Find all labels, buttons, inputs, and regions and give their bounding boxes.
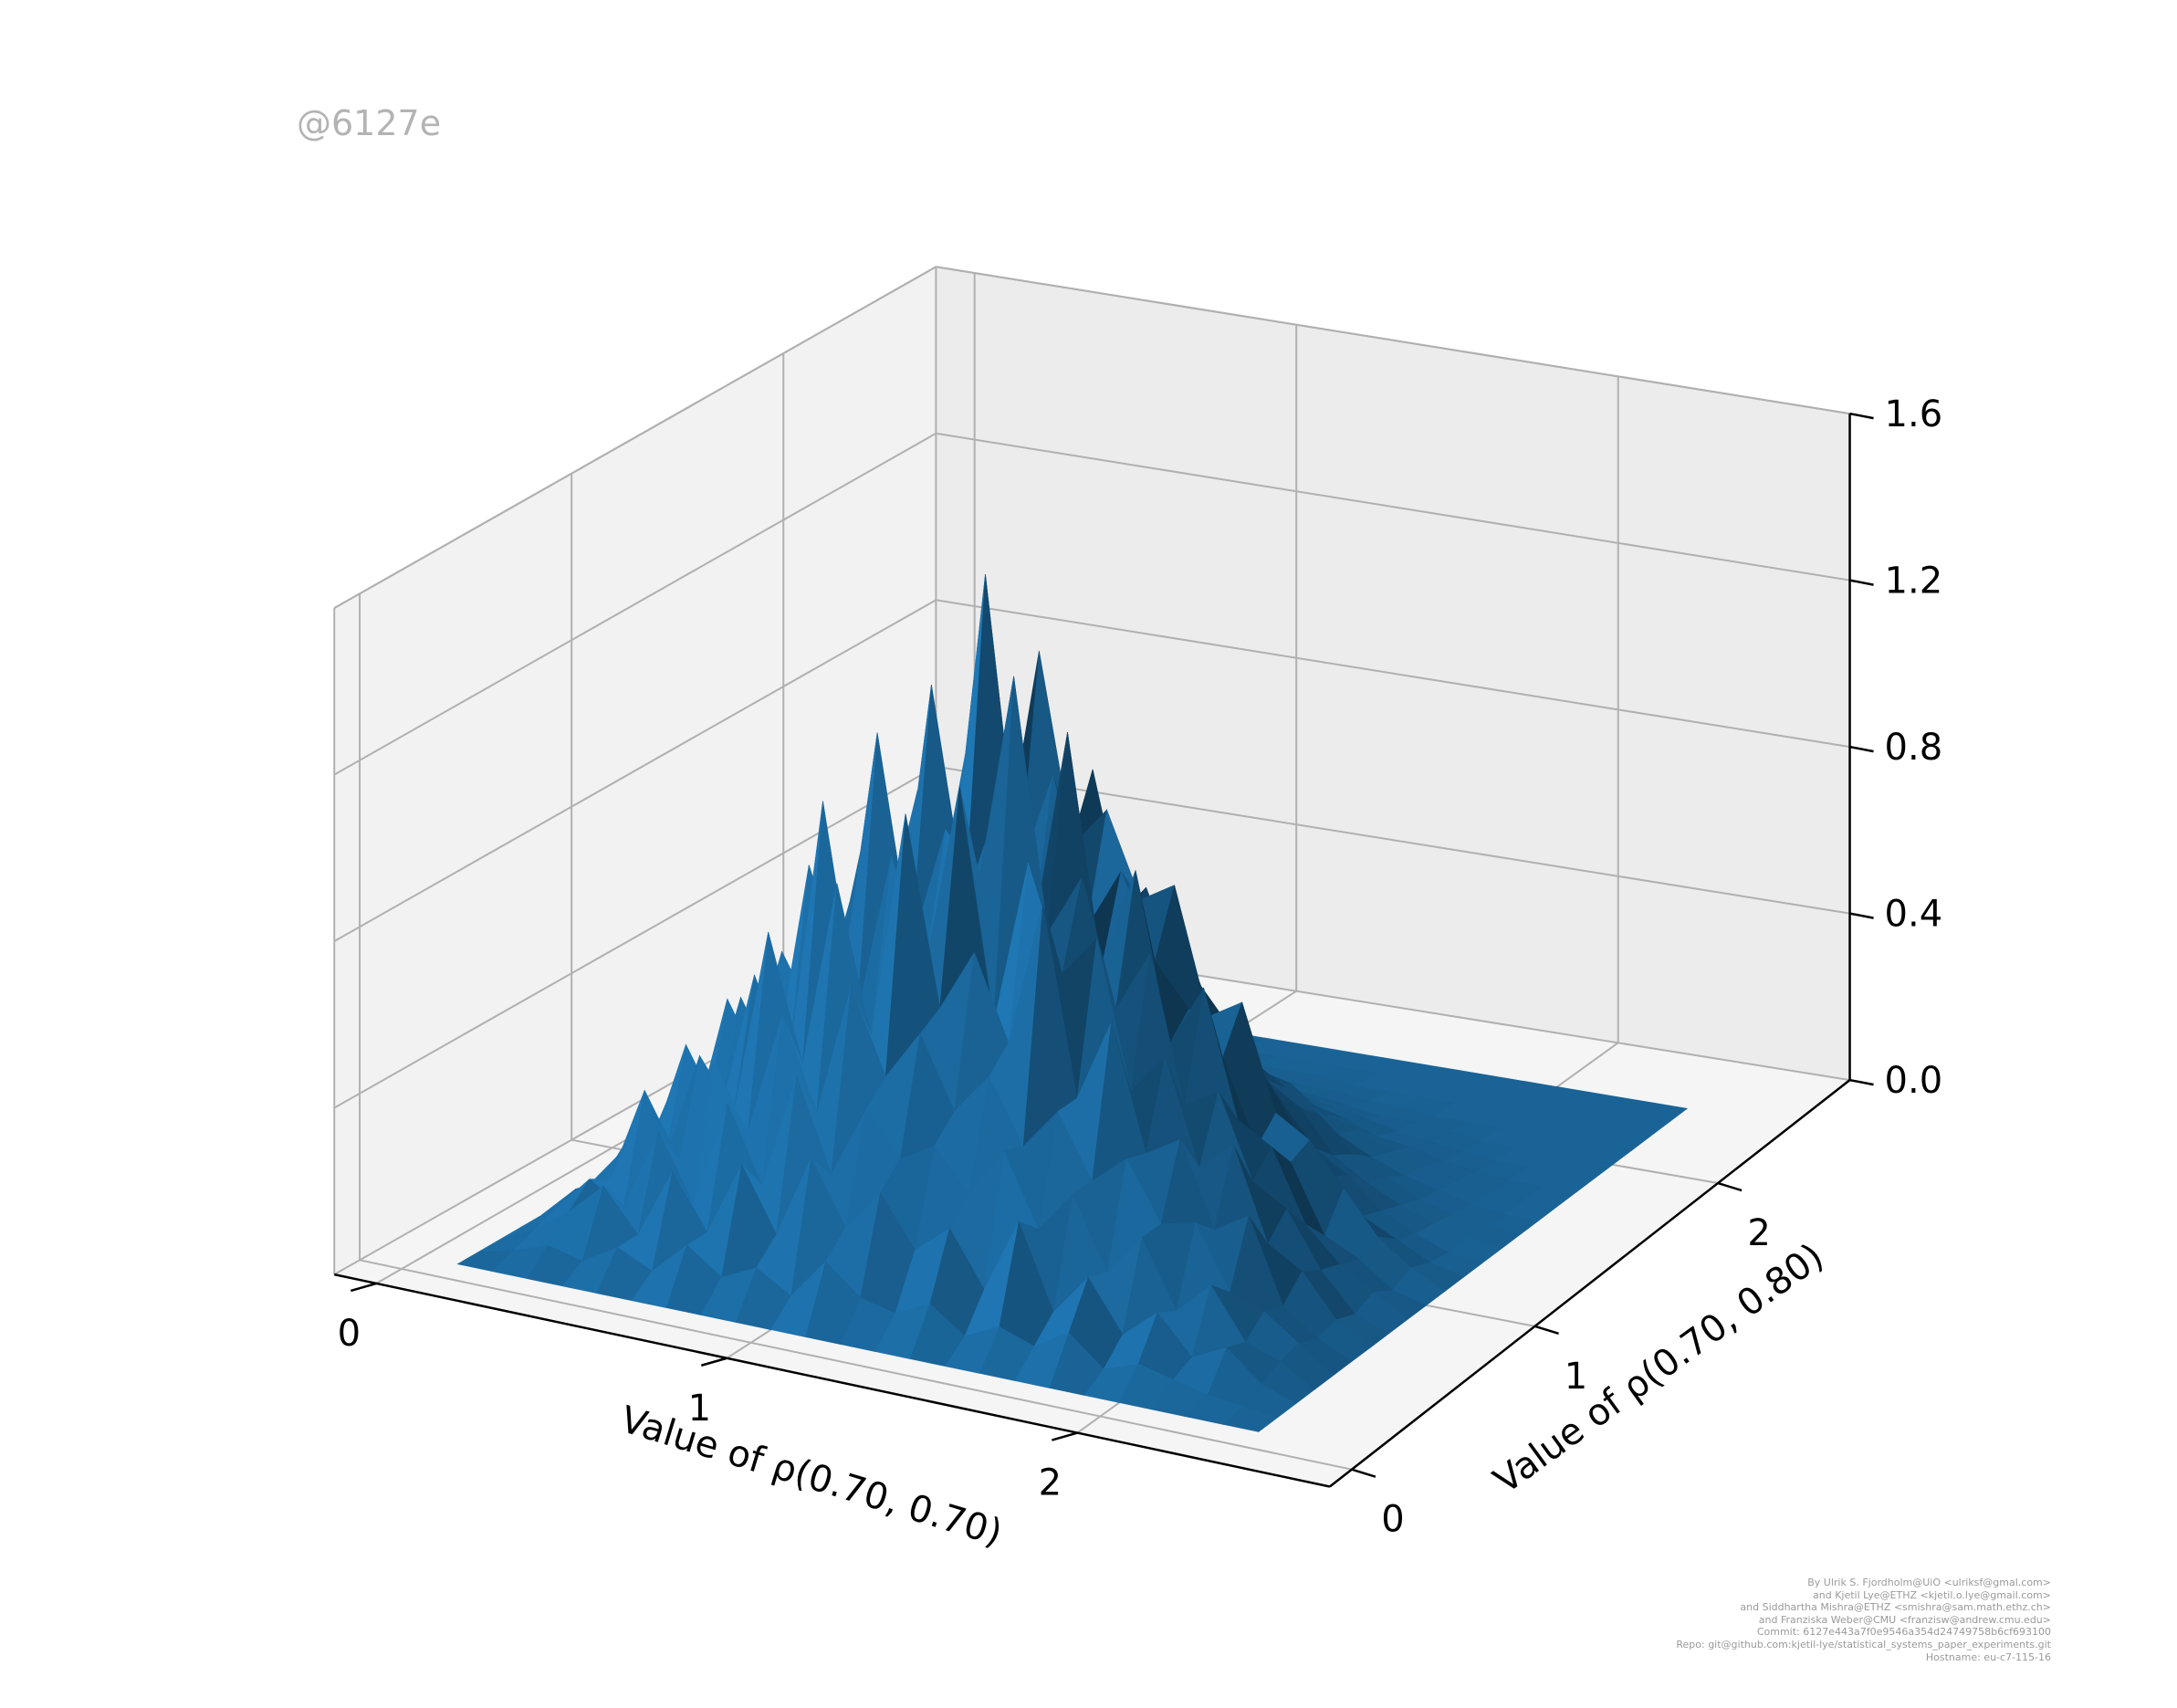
axis-lines (333, 414, 1851, 1488)
surface-mesh (456, 574, 1689, 1432)
z-tick-mark (1849, 412, 1874, 420)
credits-line: and Kjetil Lye@ETHZ <kjetil.o.lye@gmail.… (1813, 1588, 2051, 1601)
x-tick-mark (350, 1282, 377, 1293)
credits-line: Repo: git@github.com:kjetil-lye/statisti… (1676, 1638, 2051, 1650)
z-tick-mark (1849, 912, 1874, 919)
z-tick-label: 0.0 (1885, 1060, 1943, 1102)
z-tick-label: 0.8 (1885, 727, 1943, 769)
y-tick-label: 0 (1381, 1499, 1404, 1541)
z-tick-label: 1.2 (1885, 561, 1943, 603)
y-tick-label: 1 (1565, 1356, 1587, 1398)
y-tick-mark (1351, 1468, 1376, 1478)
x-tick-label: 1 (688, 1388, 711, 1430)
z-tick-mark (1849, 1078, 1874, 1086)
credits-line: and Siddhartha Mishra@ETHZ <smishra@sam.… (1740, 1601, 2051, 1614)
pane-edge (333, 266, 937, 609)
z-tick-mark (1849, 579, 1874, 586)
gridline-z-left (333, 432, 937, 776)
x-axis-title: Value of ρ(0.70, 0.70) (616, 1399, 1007, 1555)
z-tick-label: 1.6 (1885, 393, 1943, 435)
gridline-y-floor (359, 1259, 1353, 1471)
y-tick-mark (1534, 1325, 1559, 1336)
y-tick-label: 2 (1747, 1212, 1770, 1254)
watermark-label: @6127e (297, 103, 441, 143)
credits-line: Hostname: eu-c7-115-16 (1925, 1650, 2051, 1663)
pane-edge (936, 266, 1850, 415)
z-tick-label: 0.4 (1885, 894, 1943, 936)
x-tick-mark (1052, 1431, 1078, 1441)
y-tick-mark (1717, 1181, 1743, 1192)
x-axis-line (333, 1273, 1331, 1488)
x-tick-mark (700, 1357, 727, 1367)
credits-line: By Ulrik S. Fjordholm@UiO <ulriksf@gmal.… (1807, 1577, 2051, 1588)
credits-block: By Ulrik S. Fjordholm@UiO <ulriksf@gmal.… (1230, 1577, 2051, 1663)
gridline-z-left (333, 599, 937, 942)
z-tick-mark (1849, 745, 1874, 753)
surface-facet (1223, 1406, 1278, 1432)
axis-ticks: 0 1 2 0 1 2 0.0 0.4 0.8 1.2 1.6 (338, 393, 1943, 1541)
gridline-z-back (936, 432, 1850, 582)
x-tick-label: 0 (338, 1313, 361, 1355)
credits-line: Commit: 6127e443a7f0e9546a354d24749758b6… (1756, 1626, 2051, 1639)
credits-line: and Franziska Weber@CMU <franzisw@andrew… (1758, 1613, 2051, 1626)
gridline-z-back (936, 599, 1850, 749)
gridline-z-left (333, 765, 937, 1109)
x-tick-label: 2 (1039, 1462, 1062, 1504)
y-axis-line (1329, 1079, 1851, 1488)
